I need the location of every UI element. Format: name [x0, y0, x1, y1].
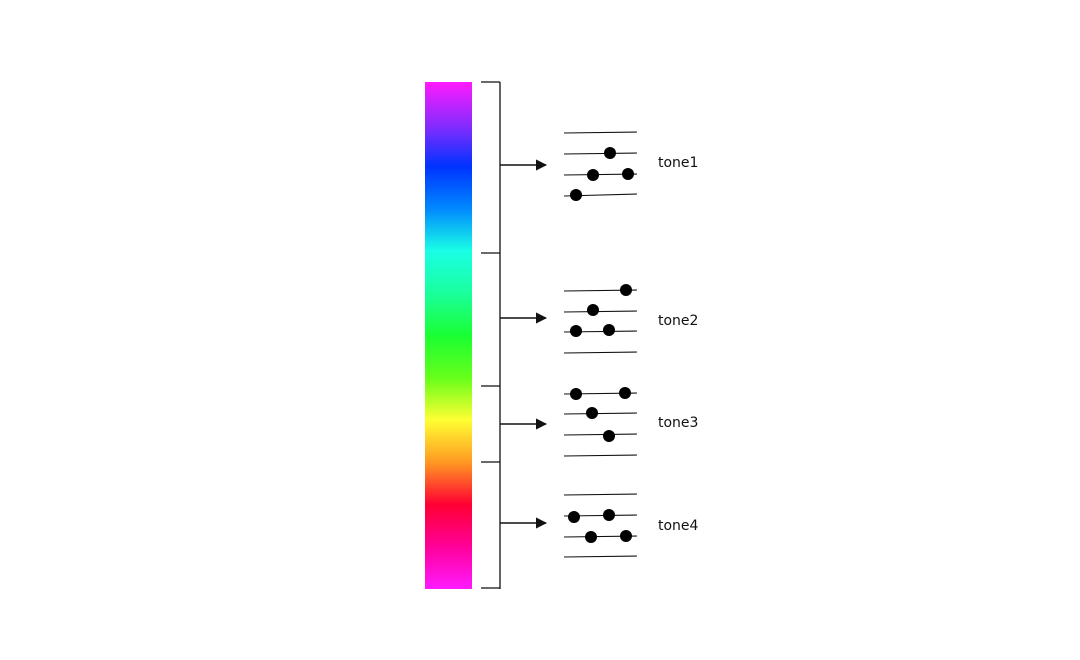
note-dot: [587, 304, 599, 316]
note-dot: [570, 388, 582, 400]
note-dot: [585, 531, 597, 543]
tone4-label: tone4: [658, 518, 699, 534]
staff-tone1: [563, 131, 638, 201]
tone2-label: tone2: [658, 313, 698, 329]
staff-line: [563, 412, 638, 415]
staff-tone2: [563, 284, 638, 354]
note-dot: [586, 407, 598, 419]
staff-tone3: [563, 387, 638, 457]
note-dot: [570, 189, 582, 201]
staff-tone4: [563, 493, 638, 558]
note-dot: [620, 284, 632, 296]
note-dot: [568, 511, 580, 523]
staff-line: [563, 454, 638, 457]
note-dot: [622, 168, 634, 180]
note-dot: [619, 387, 631, 399]
note-dot: [570, 325, 582, 337]
staff-line: [563, 351, 638, 354]
staff-line: [563, 433, 638, 436]
tone1-label: tone1: [658, 155, 698, 171]
note-dot: [603, 509, 615, 521]
staff-line: [563, 310, 638, 313]
tone3-label: tone3: [658, 415, 698, 431]
note-dot: [587, 169, 599, 181]
staff-line: [563, 555, 638, 558]
color-spectrum-bar: [425, 82, 472, 589]
staff-line: [563, 493, 638, 496]
staff-line: [563, 152, 638, 155]
note-dot: [603, 430, 615, 442]
note-dot: [620, 530, 632, 542]
note-dot: [603, 324, 615, 336]
note-dot: [604, 147, 616, 159]
staff-line: [563, 131, 638, 134]
